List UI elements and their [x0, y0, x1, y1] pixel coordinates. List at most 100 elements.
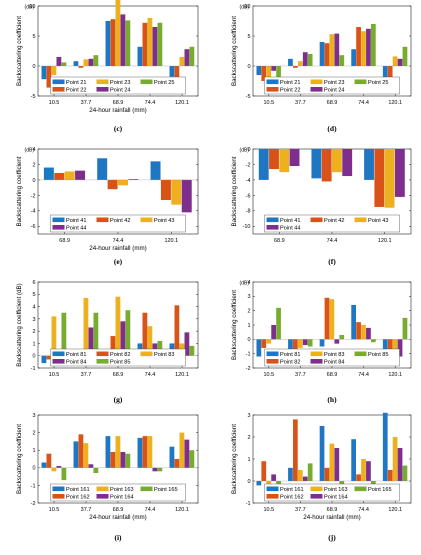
- bar-point-162: [293, 419, 298, 481]
- bar-point-163: [179, 432, 185, 468]
- bar-point-162: [174, 459, 180, 468]
- x-tick-label: 74.4: [358, 372, 369, 378]
- legend-label: Point 82: [280, 359, 301, 365]
- bar-point-165: [402, 465, 408, 481]
- legend-swatch: [266, 79, 279, 85]
- bar-point-164: [56, 466, 62, 468]
- y-axis-label: Backscattering coefficient: [231, 16, 238, 86]
- bar-point-22: [78, 66, 84, 68]
- legend-swatch: [96, 359, 109, 364]
- panel-label: (d): [327, 124, 337, 133]
- legend-swatch: [310, 217, 323, 223]
- legend-label: Point 164: [324, 494, 348, 500]
- legend-swatch: [310, 79, 323, 85]
- bar-point-25: [189, 46, 195, 66]
- x-tick-label: 68.9: [59, 238, 70, 244]
- x-axis: 68.9 74.4 120.1: [59, 232, 178, 244]
- y-tick-label: -2: [31, 193, 36, 199]
- y-tick-label: 1: [32, 341, 35, 347]
- legend-label: Point 23: [324, 80, 345, 86]
- y-tick-label: -2: [31, 501, 36, 507]
- bar-point-24: [302, 52, 308, 66]
- y-unit-label: (dB): [240, 5, 250, 11]
- bar-point-23: [266, 66, 272, 78]
- bar-point-21: [256, 66, 262, 75]
- y-tick-label: 3: [247, 413, 250, 419]
- bar-point-161: [256, 481, 262, 486]
- legend: Point 81 Point 83 Point 85 Point 82 Point 84: [264, 348, 400, 367]
- y-tick-label: 5: [32, 34, 35, 40]
- panel-label: (e): [114, 257, 123, 266]
- chart-panel-g: -1 0 1 2 3 4 5 6 Backscattering coefficient (dB)…: [16, 280, 199, 404]
- bar-point-24: [120, 14, 126, 66]
- x-tick-label: 68.9: [327, 372, 338, 378]
- bar-point-21: [382, 66, 388, 80]
- panel-label: (j): [328, 533, 336, 542]
- bar-point-22: [356, 27, 361, 66]
- bar-point-82: [46, 355, 52, 360]
- legend-label: Point 81: [66, 352, 87, 358]
- y-tick-label: -2: [246, 162, 251, 168]
- x-tick-label: 74.4: [145, 372, 156, 378]
- legend-swatch: [266, 494, 279, 499]
- legend-swatch: [266, 486, 279, 492]
- bar-point-82: [142, 312, 148, 356]
- x-tick-label: 10.5: [49, 507, 60, 513]
- x-tick-label: 10.5: [263, 372, 274, 378]
- bar-point-165: [307, 463, 313, 481]
- chart-panel-e: -6 -4 -2 0 2 4(dB)Backscattering coefficient 6…: [16, 147, 199, 266]
- legend-label: Point 22: [280, 87, 301, 93]
- legend-label: Point 162: [280, 494, 304, 500]
- panel-label: (g): [114, 395, 123, 404]
- x-tick-label: 37.7: [295, 507, 306, 513]
- bar-point-25: [157, 22, 163, 66]
- bar-point-25: [93, 55, 99, 66]
- bar-point-84: [366, 327, 371, 340]
- x-tick-label: 10.5: [263, 100, 274, 106]
- bar-point-161: [351, 439, 357, 481]
- x-axis: 10.5 37.7 68.9 74.4 120.1: [263, 94, 402, 106]
- x-tick-label: 68.9: [274, 238, 285, 244]
- bar-point-81: [41, 355, 47, 364]
- bar-point-81: [351, 304, 357, 340]
- y-tick-label: 2: [247, 309, 250, 315]
- y-tick-label: 3: [32, 413, 35, 419]
- legend-label: Point 23: [110, 80, 131, 86]
- bars: [41, 432, 195, 481]
- legend-label: Point 82: [110, 352, 131, 358]
- x-axis-label: 24-hour rainfall (mm): [89, 107, 146, 114]
- y-tick-label: 0: [247, 337, 250, 343]
- bar-point-85: [125, 310, 131, 356]
- bar-point-165: [61, 467, 67, 481]
- x-axis-label: 24-hour rainfall (mm): [89, 245, 146, 252]
- bar-point-161: [137, 437, 143, 468]
- bar-point-21: [41, 66, 47, 80]
- bars: [43, 158, 192, 213]
- bar-point-42: [269, 149, 279, 170]
- legend-label: Point 41: [280, 218, 301, 224]
- x-tick-label: 10.5: [49, 372, 60, 378]
- x-tick-label: 68.9: [327, 100, 338, 106]
- legend-label: Point 43: [368, 218, 389, 224]
- legend: Point 41 Point 42 Point 43 Point 44: [50, 214, 186, 233]
- bar-point-44: [181, 179, 192, 213]
- y-tick-label: 0: [247, 479, 250, 485]
- y-unit-label: (dB): [25, 5, 35, 11]
- bar-point-85: [402, 317, 408, 340]
- legend-label: Point 163: [110, 487, 134, 493]
- bar-point-84: [271, 325, 276, 340]
- bar-point-161: [105, 436, 111, 468]
- legend-label: Point 81: [280, 352, 301, 358]
- bar-point-164: [366, 461, 371, 481]
- bar-point-24: [271, 66, 276, 71]
- bar-point-161: [382, 412, 388, 481]
- y-tick-label: 2: [247, 435, 250, 441]
- legend-swatch: [266, 359, 279, 364]
- x-axis: 10.5 37.7 68.9 74.4 120.1: [49, 94, 189, 106]
- bar-point-85: [339, 335, 345, 340]
- bar-point-164: [152, 467, 158, 472]
- legend-label: Point 41: [66, 218, 87, 224]
- bar-point-23: [392, 56, 398, 66]
- bar-point-22: [261, 66, 267, 81]
